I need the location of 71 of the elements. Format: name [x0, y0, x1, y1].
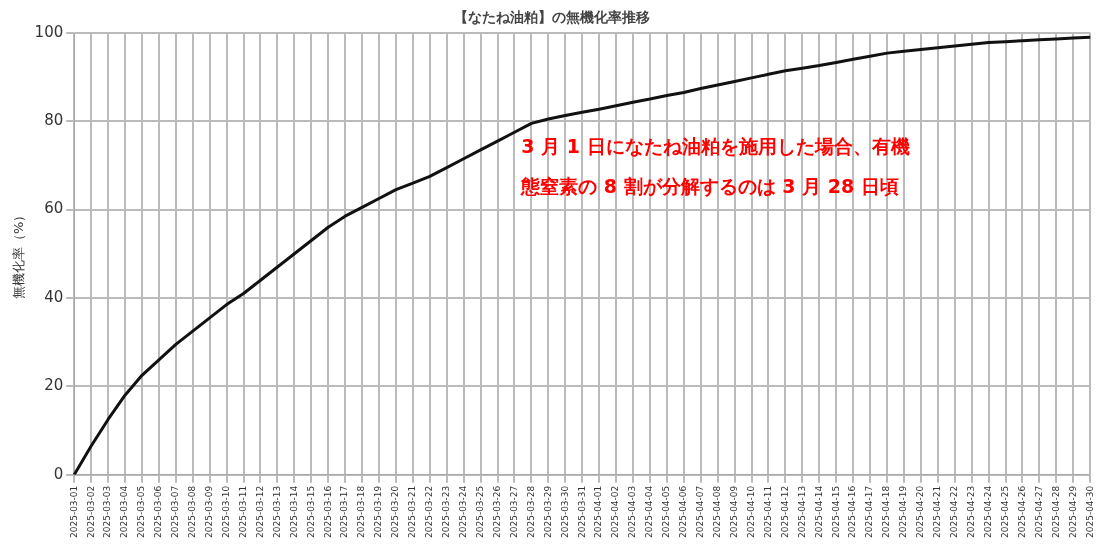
x-tick-label: 2025-04-30 [1084, 485, 1095, 539]
x-tick-label: 2025-04-15 [830, 485, 841, 539]
x-tick-label: 2025-04-21 [932, 485, 943, 539]
x-tick-label: 2025-04-12 [779, 485, 790, 539]
x-tick-label: 2025-04-27 [1033, 485, 1044, 539]
x-tick-label: 2025-04-25 [999, 485, 1010, 539]
x-tick-label: 2025-03-10 [220, 485, 231, 539]
x-tick-label: 2025-04-07 [695, 485, 706, 539]
x-tick-label: 2025-03-31 [576, 485, 587, 539]
x-tick-label: 2025-04-28 [1050, 485, 1061, 539]
x-tick-label: 2025-03-27 [508, 485, 519, 539]
x-tick-label: 2025-04-04 [644, 485, 655, 539]
x-tick-label: 2025-04-24 [982, 485, 993, 539]
x-tick-label: 2025-03-15 [305, 485, 316, 539]
chart-title: 【なたね油粕】の無機化率推移 [454, 9, 650, 26]
y-tick-label: 20 [44, 376, 64, 395]
y-tick-label: 40 [44, 287, 64, 306]
x-tick-label: 2025-03-13 [271, 485, 282, 539]
x-tick-label: 2025-04-09 [728, 485, 739, 539]
y-axis-title: 無機化率（%） [11, 208, 27, 299]
x-tick-label: 2025-03-04 [119, 485, 130, 539]
x-tick-label: 2025-03-08 [187, 485, 198, 539]
x-tick-label: 2025-03-21 [407, 485, 418, 539]
x-tick-label: 2025-03-05 [136, 485, 147, 539]
x-tick-label: 2025-03-02 [85, 485, 96, 539]
x-tick-label: 2025-04-13 [796, 485, 807, 539]
x-tick-label: 2025-04-08 [712, 485, 723, 539]
x-tick-label: 2025-04-11 [762, 485, 773, 539]
x-tick-label: 2025-03-09 [204, 485, 215, 539]
annotation: 態窒素の 8 割が分解するのは 3 月 28 日頃 [520, 174, 899, 197]
y-tick-label: 80 [44, 111, 64, 130]
x-tick-label: 2025-03-01 [68, 485, 79, 539]
y-tick-label: 0 [53, 464, 64, 483]
x-tick-label: 2025-03-22 [424, 485, 435, 539]
y-tick-label: 100 [34, 22, 64, 41]
x-tick-label: 2025-04-18 [881, 485, 892, 539]
x-tick-label: 2025-03-25 [474, 485, 485, 539]
x-tick-label: 2025-03-26 [491, 485, 502, 539]
x-tick-label: 2025-04-06 [678, 485, 689, 539]
x-tick-label: 2025-04-29 [1067, 485, 1078, 539]
x-tick-label: 2025-04-22 [949, 485, 960, 539]
x-tick-label: 2025-03-24 [458, 485, 469, 539]
x-tick-label: 2025-04-02 [610, 485, 621, 539]
x-tick-label: 2025-04-03 [627, 485, 638, 539]
x-tick-label: 2025-04-14 [813, 485, 824, 539]
x-tick-label: 2025-04-17 [864, 485, 875, 539]
x-tick-label: 2025-03-16 [322, 485, 333, 539]
x-tick-label: 2025-04-10 [745, 485, 756, 539]
x-tick-label: 2025-04-01 [593, 485, 604, 539]
x-tick-label: 2025-03-29 [542, 485, 553, 539]
x-tick-label: 2025-04-23 [966, 485, 977, 539]
x-tick-label: 2025-03-14 [288, 485, 299, 539]
x-tick-label: 2025-04-16 [847, 485, 858, 539]
x-tick-label: 2025-04-26 [1016, 485, 1027, 539]
annotation: 3 月 1 日になたね油粕を施用した場合、有機 [521, 134, 910, 157]
x-tick-label: 2025-03-23 [441, 485, 452, 539]
x-tick-label: 2025-03-03 [102, 485, 113, 539]
x-tick-label: 2025-03-07 [170, 485, 181, 539]
x-tick-label: 2025-03-20 [390, 485, 401, 539]
x-tick-label: 2025-03-28 [525, 485, 536, 539]
x-tick-label: 2025-03-18 [356, 485, 367, 539]
x-tick-label: 2025-04-20 [915, 485, 926, 539]
x-tick-label: 2025-04-19 [898, 485, 909, 539]
x-tick-label: 2025-03-11 [237, 485, 248, 539]
x-tick-label: 2025-04-05 [661, 485, 672, 539]
x-tick-label: 2025-03-30 [559, 485, 570, 539]
x-tick-label: 2025-03-19 [373, 485, 384, 539]
x-tick-label: 2025-03-17 [339, 485, 350, 539]
x-tick-label: 2025-03-06 [153, 485, 164, 539]
y-tick-label: 60 [44, 199, 64, 218]
x-tick-label: 2025-03-12 [254, 485, 265, 539]
